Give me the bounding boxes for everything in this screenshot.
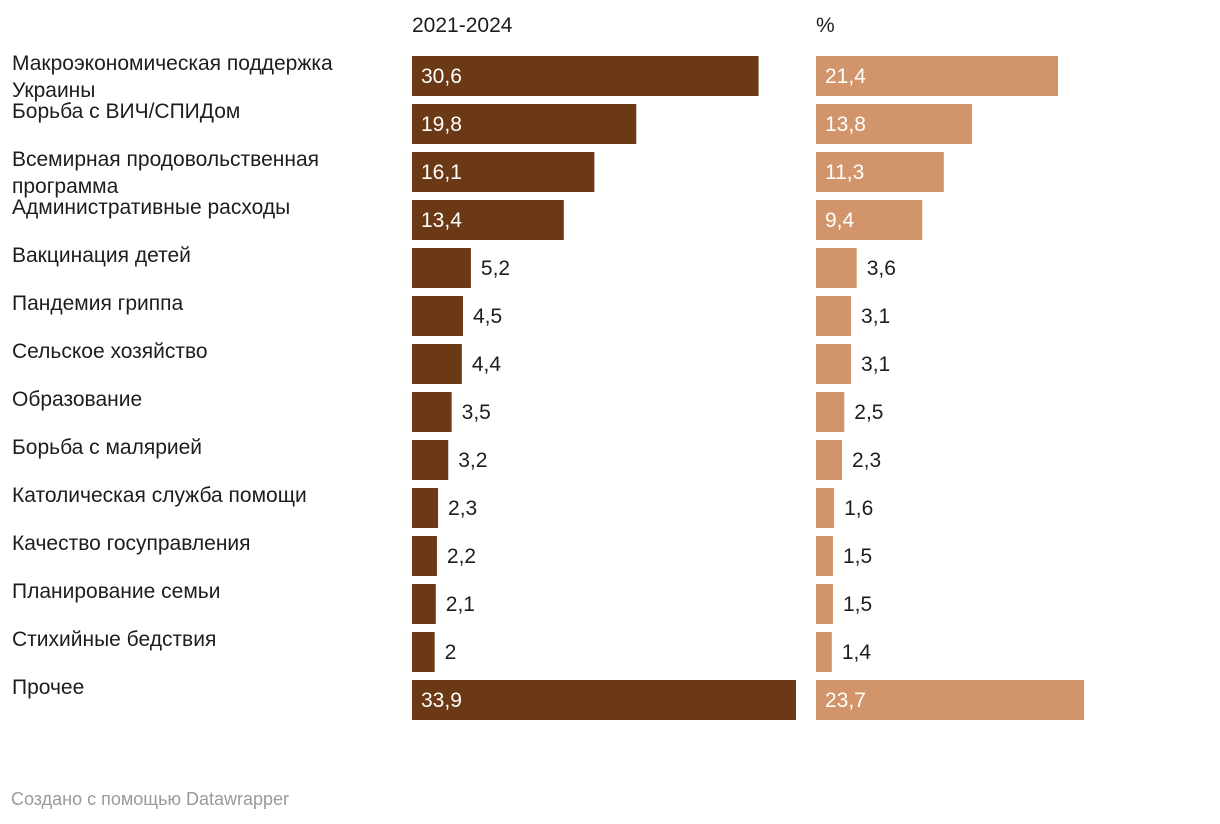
bar-percent [816,104,973,144]
value-label-percent: 1,4 [842,641,872,664]
value-label-percent: 11,3 [825,161,864,184]
bar-percent [816,584,833,624]
column-header-percent: % [816,14,835,37]
value-label-period: 3,2 [458,449,487,472]
value-label-period: 4,5 [473,305,502,328]
category-label: Католическая служба помощи [12,484,307,507]
bar-period [412,104,637,144]
footer-credit: Создано с помощью Datawrapper [11,789,290,809]
value-label-percent: 13,8 [825,113,866,136]
bar-period [412,440,449,480]
value-label-period: 3,5 [462,401,491,424]
bar-percent [816,296,852,336]
bar-period [412,248,471,288]
column-header-period: 2021-2024 [412,14,513,37]
bar-percent [816,344,852,384]
value-label-period: 19,8 [421,113,462,136]
bar-percent [816,200,923,240]
value-label-period: 16,1 [421,161,462,184]
value-label-period: 33,9 [421,689,462,712]
bar-period [412,344,462,384]
value-label-period: 2,2 [447,545,476,568]
bar-period [412,632,435,672]
value-label-percent: 2,3 [852,449,881,472]
value-label-percent: 3,1 [861,353,890,376]
category-label: Вакцинация детей [12,244,191,267]
bar-period [412,200,564,240]
value-label-percent: 9,4 [825,209,855,232]
category-label: Борьба с малярией [12,436,202,459]
bar-percent [816,536,833,576]
value-label-percent: 3,1 [861,305,890,328]
category-label: Борьба с ВИЧ/СПИДом [12,100,240,123]
value-label-percent: 1,6 [844,497,873,520]
value-label-percent: 1,5 [843,545,872,568]
value-label-percent: 3,6 [867,257,896,280]
value-label-period: 2,1 [446,593,475,616]
category-label: Качество госуправления [12,532,251,555]
value-label-percent: 23,7 [825,689,866,712]
bar-period [412,680,796,720]
category-label: Прочее [12,676,84,699]
bar-percent [816,680,1084,720]
bar-period [412,488,439,528]
value-label-percent: 1,5 [843,593,872,616]
bar-percent [816,56,1058,96]
bar-percent [816,632,832,672]
category-label: Административные расходы [12,196,290,219]
value-label-percent: 2,5 [854,401,883,424]
bar-percent [816,440,843,480]
bar-period [412,536,437,576]
value-label-period: 2,3 [448,497,477,520]
value-label-period: 2 [445,641,457,664]
bar-period [412,296,463,336]
bar-percent [816,392,845,432]
bar-period [412,392,452,432]
category-label: Пандемия гриппа [12,292,183,315]
bar-percent [816,488,835,528]
category-label: Стихийные бедствия [12,628,216,651]
value-label-percent: 21,4 [825,65,866,88]
value-label-period: 4,4 [472,353,502,376]
bar-percent [816,152,944,192]
bar-percent [816,248,857,288]
value-label-period: 13,4 [421,209,462,232]
value-label-period: 30,6 [421,65,462,88]
category-label: Всемирная продовольственная программа [12,148,319,198]
category-label: Планирование семьи [12,580,220,603]
bar-period [412,584,436,624]
bar-period [412,152,595,192]
value-label-period: 5,2 [481,257,510,280]
category-label: Макроэкономическая поддержка Украины [12,52,333,102]
bar-period [412,56,759,96]
category-label: Образование [12,388,142,411]
category-label: Сельское хозяйство [12,340,208,363]
